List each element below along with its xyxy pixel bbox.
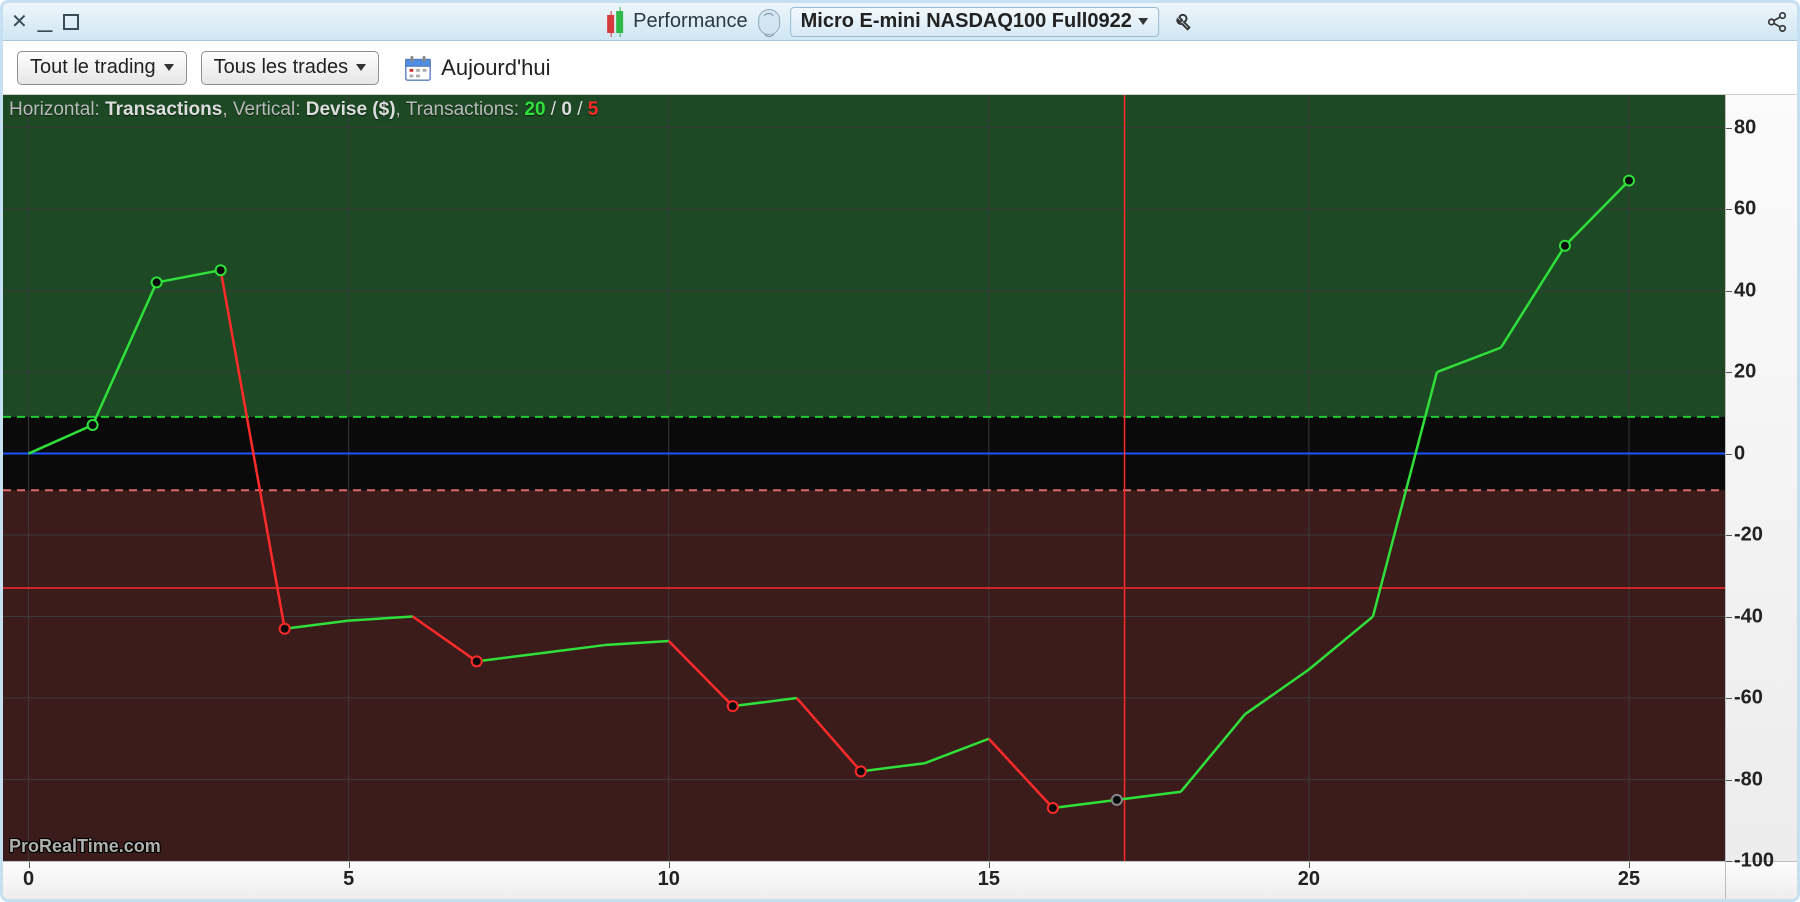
y-tick-label: 60 xyxy=(1734,198,1756,221)
title-bar: ✕ _ Performance ⌒⌒ Micro E-mini NASDAQ10… xyxy=(3,3,1797,41)
calendar-icon xyxy=(403,53,433,83)
x-tick-label: 25 xyxy=(1618,868,1640,891)
y-tick-label: -60 xyxy=(1734,687,1763,710)
wrench-icon[interactable] xyxy=(1169,10,1193,34)
app-window: ✕ _ Performance ⌒⌒ Micro E-mini NASDAQ10… xyxy=(0,0,1800,902)
trades-filter-label: Tous les trades xyxy=(214,56,349,79)
minimize-icon[interactable]: _ xyxy=(38,5,52,31)
trades-filter-dropdown[interactable]: Tous les trades xyxy=(201,51,380,85)
instrument-label: Micro E-mini NASDAQ100 Full0922 xyxy=(801,10,1132,33)
chart-legend: Horizontal: Transactions, Vertical: Devi… xyxy=(9,99,598,121)
y-tick-label: 20 xyxy=(1734,361,1756,384)
y-tick-label: 40 xyxy=(1734,279,1756,302)
y-tick-label: -100 xyxy=(1734,850,1774,873)
trading-filter-label: Tout le trading xyxy=(30,56,156,79)
chart-area: Horizontal: Transactions, Vertical: Devi… xyxy=(3,95,1797,899)
x-tick-label: 20 xyxy=(1298,868,1320,891)
candlestick-icon xyxy=(607,11,623,33)
y-tick-label: 0 xyxy=(1734,442,1745,465)
x-tick-label: 5 xyxy=(343,868,354,891)
maximize-icon[interactable] xyxy=(62,13,80,31)
close-icon[interactable]: ✕ xyxy=(11,12,28,32)
toolbar: Tout le trading Tous les trades xyxy=(3,41,1797,95)
y-tick-label: -80 xyxy=(1734,768,1763,791)
today-button[interactable]: Aujourd'hui xyxy=(403,53,550,83)
link-pill-icon[interactable]: ⌒⌒ xyxy=(758,9,780,35)
chart-plot[interactable]: Horizontal: Transactions, Vertical: Devi… xyxy=(3,95,1725,861)
chevron-down-icon xyxy=(164,64,174,71)
chevron-down-icon xyxy=(1138,18,1148,25)
x-tick-label: 10 xyxy=(658,868,680,891)
x-tick-label: 15 xyxy=(978,868,1000,891)
today-label: Aujourd'hui xyxy=(441,55,550,81)
x-axis[interactable]: 0 5 10 15 20 25 xyxy=(3,861,1797,899)
y-tick-label: -40 xyxy=(1734,605,1763,628)
x-tick-label: 0 xyxy=(23,868,34,891)
watermark: ProRealTime.com xyxy=(9,836,161,857)
window-title: Performance xyxy=(633,10,748,33)
share-icon[interactable] xyxy=(1765,10,1789,34)
y-axis[interactable]: 806040200-20-40-60-80-100 xyxy=(1725,95,1797,861)
instrument-dropdown[interactable]: Micro E-mini NASDAQ100 Full0922 xyxy=(790,7,1159,37)
window-controls: ✕ _ xyxy=(11,9,80,35)
y-tick-label: -20 xyxy=(1734,524,1763,547)
chevron-down-icon xyxy=(356,64,366,71)
y-tick-label: 80 xyxy=(1734,116,1756,139)
trading-filter-dropdown[interactable]: Tout le trading xyxy=(17,51,187,85)
